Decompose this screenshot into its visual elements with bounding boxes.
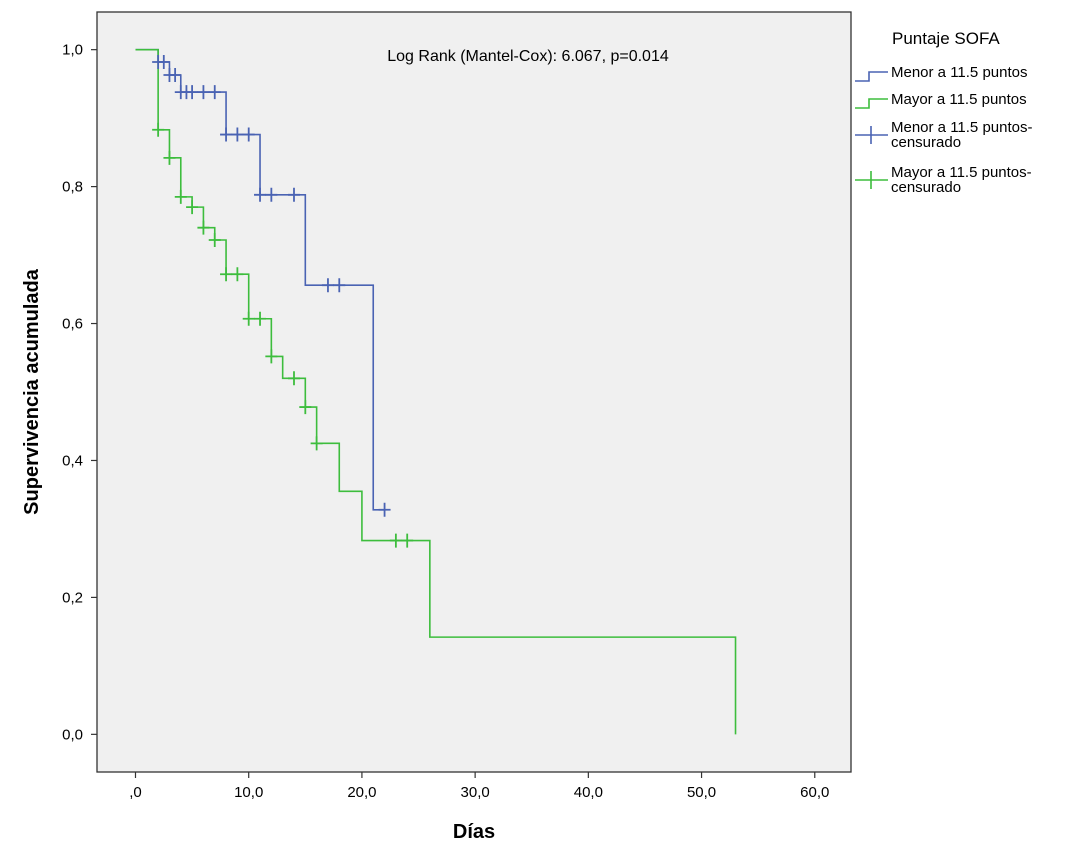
legend-label: Menor a 11.5 puntos- (891, 119, 1032, 136)
y-tick-label: 0,0 (62, 726, 83, 743)
legend-label: censurado (891, 134, 961, 151)
legend-censor-swatch (855, 171, 888, 189)
censor-mark-series-0 (220, 127, 233, 142)
y-tick-label: 1,0 (62, 42, 83, 59)
x-tick-label: 20,0 (347, 784, 376, 801)
censor-mark-series-0 (321, 278, 334, 293)
x-tick-label: 10,0 (234, 784, 263, 801)
legend-label: Mayor a 11.5 puntos (891, 91, 1027, 108)
legend-label: censurado (891, 179, 961, 196)
log-rank-annotation: Log Rank (Mantel-Cox): 6.067, p=0.014 (387, 48, 669, 65)
censor-mark-series-0 (231, 127, 244, 142)
censor-mark-series-0 (186, 85, 199, 100)
x-tick-label: 30,0 (461, 784, 490, 801)
legend-label: Mayor a 11.5 puntos- (891, 164, 1032, 181)
legend-entry-2: Menor a 11.5 puntos-censurado (855, 119, 1032, 151)
censor-mark-series-1 (220, 267, 233, 282)
censor-mark-series-0 (378, 502, 391, 517)
censor-marks (152, 54, 414, 548)
legend-entry-1: Mayor a 11.5 puntos (855, 91, 1027, 109)
legend-step-swatch (855, 98, 888, 109)
y-tick-label: 0,6 (62, 316, 83, 333)
censor-mark-series-1 (254, 311, 267, 326)
x-tick-label: 60,0 (800, 784, 829, 801)
censor-mark-series-0 (208, 85, 221, 100)
censor-mark-series-1 (299, 400, 312, 415)
censor-mark-series-1 (208, 233, 221, 247)
censor-mark-series-1 (163, 150, 176, 165)
x-axis: ,0 10,0 20,0 30,0 40,0 50,0 60,0 (129, 772, 829, 801)
legend-censor-swatch (855, 126, 888, 144)
x-tick-label: 50,0 (687, 784, 716, 801)
y-tick-label: 0,4 (62, 452, 83, 469)
x-tick-label: 40,0 (574, 784, 603, 801)
x-tick-label: ,0 (129, 784, 142, 801)
y-tick-label: 0,2 (62, 589, 83, 606)
censor-mark-series-1 (174, 189, 187, 204)
censor-mark-series-0 (333, 278, 346, 293)
censor-mark-series-1 (265, 349, 278, 364)
x-axis-title: Días (453, 821, 495, 843)
censor-mark-series-0 (157, 54, 170, 69)
y-tick-label: 0,8 (62, 179, 83, 196)
y-axis: 0,0 0,2 0,4 0,6 0,8 1,0 (62, 42, 97, 743)
censor-mark-series-1 (197, 220, 210, 235)
legend-label: Menor a 11.5 puntos (891, 64, 1027, 81)
censor-mark-series-0 (169, 67, 182, 82)
censor-mark-series-1 (186, 200, 199, 215)
censor-mark-series-0 (265, 187, 278, 202)
legend: Puntaje SOFA Menor a 11.5 puntos Mayor a … (855, 29, 1032, 196)
censor-mark-series-0 (242, 127, 255, 142)
censor-mark-series-1 (310, 436, 323, 451)
censor-mark-series-1 (401, 533, 414, 548)
legend-title: Puntaje SOFA (892, 29, 1000, 48)
censor-mark-series-1 (389, 533, 402, 548)
censor-mark-series-1 (152, 122, 165, 137)
censor-mark-series-0 (287, 187, 300, 202)
censor-mark-series-1 (231, 267, 244, 282)
censor-mark-series-1 (242, 311, 255, 326)
censor-mark-series-0 (254, 187, 267, 202)
y-axis-title: Supervivencia acumulada (21, 268, 43, 515)
censor-mark-series-0 (197, 85, 210, 100)
legend-entry-3: Mayor a 11.5 puntos-censurado (855, 164, 1032, 196)
legend-entry-0: Menor a 11.5 puntos (855, 64, 1027, 82)
plot-area (96, 11, 852, 773)
censor-mark-series-1 (287, 371, 300, 386)
legend-step-swatch (855, 71, 888, 82)
